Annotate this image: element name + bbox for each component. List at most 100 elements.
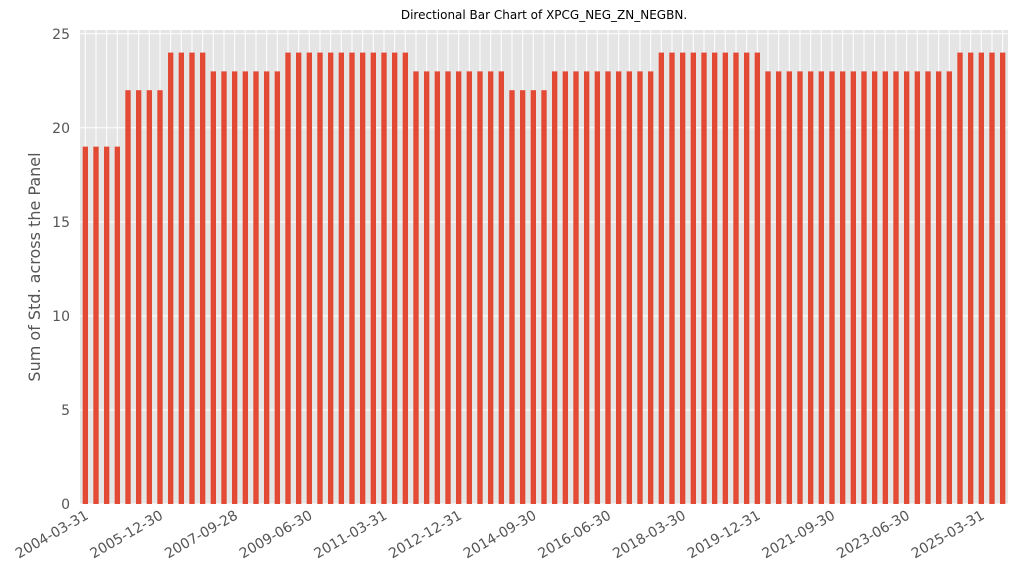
bar [221,71,227,504]
bar [584,71,590,504]
bar [1000,52,1006,504]
bar [669,52,675,504]
bar [594,71,600,504]
bar [840,71,846,504]
y-axis-label: Sum of Std. across the Panel [25,152,44,381]
bar [818,71,824,504]
bar [328,52,334,504]
bar [520,90,526,504]
bar [477,71,483,504]
bar [808,71,814,504]
bar [210,71,216,504]
bar [690,52,696,504]
bar [200,52,206,504]
x-tick-label: 2016-06-30 [536,508,614,563]
bar [114,146,120,504]
bar [882,71,888,504]
bar [626,71,632,504]
bar [82,146,88,504]
bar [968,52,974,504]
x-tick-label: 2004-03-31 [13,508,91,563]
bar [498,71,504,504]
bar [904,71,910,504]
bar [445,71,451,504]
x-tick-label: 2011-03-31 [312,508,390,563]
bar [712,52,718,504]
bar [413,71,419,504]
bar [936,71,942,504]
x-tick-label: 2014-09-30 [461,508,539,563]
bar [392,52,398,504]
bar [466,71,472,504]
x-tick-label: 2019-12-31 [685,508,763,563]
bar [562,71,568,504]
bar [157,90,163,504]
bar [274,71,280,504]
bar [381,52,387,504]
bar [317,52,323,504]
bar [104,146,110,504]
bar [754,52,760,504]
bar [552,71,558,504]
bar [680,52,686,504]
bar [178,52,184,504]
bar [402,52,408,504]
bar [957,52,963,504]
y-tick-label: 15 [52,215,70,231]
x-tick-label: 2021-09-30 [760,508,838,563]
bar [93,146,99,504]
bar [605,71,611,504]
bar [456,71,462,504]
bar [285,52,291,504]
bar [189,52,195,504]
bar [264,71,270,504]
y-tick-label: 10 [52,309,70,325]
bar [232,71,238,504]
bar [253,71,259,504]
bar [349,52,355,504]
bar [701,52,707,504]
bar [925,71,931,504]
bar [765,71,771,504]
bar [488,71,494,504]
bar [648,71,654,504]
y-tick-label: 5 [61,403,70,419]
bar [306,52,312,504]
bar [296,52,302,504]
bar [850,71,856,504]
bar [125,90,131,504]
bar [616,71,622,504]
x-tick-label: 2018-03-30 [610,508,688,563]
bar [744,52,750,504]
x-tick-label: 2007-09-28 [162,508,240,563]
x-tick-label: 2012-12-31 [386,508,464,563]
bar [338,52,344,504]
bar [637,71,643,504]
x-tick-label: 2025-03-31 [909,508,987,563]
bar [872,71,878,504]
bar [168,52,174,504]
bar [360,52,366,504]
bar [776,71,782,504]
bar [530,90,536,504]
bar [509,90,515,504]
bar [786,71,792,504]
chart-title: Directional Bar Chart of XPCG_NEG_ZN_NEG… [401,8,687,22]
bar [573,71,579,504]
x-tick-label: 2005-12-30 [88,508,166,563]
bar [978,52,984,504]
bar [946,71,952,504]
bar [733,52,739,504]
bar [893,71,899,504]
bar [861,71,867,504]
y-tick-label: 20 [52,121,70,137]
x-tick-label: 2023-06-30 [834,508,912,563]
bar [914,71,920,504]
y-tick-label: 0 [61,497,70,513]
bar [242,71,248,504]
bar [434,71,440,504]
x-tick-label: 2009-06-30 [237,508,315,563]
bar [797,71,803,504]
y-tick-label: 25 [52,27,70,43]
